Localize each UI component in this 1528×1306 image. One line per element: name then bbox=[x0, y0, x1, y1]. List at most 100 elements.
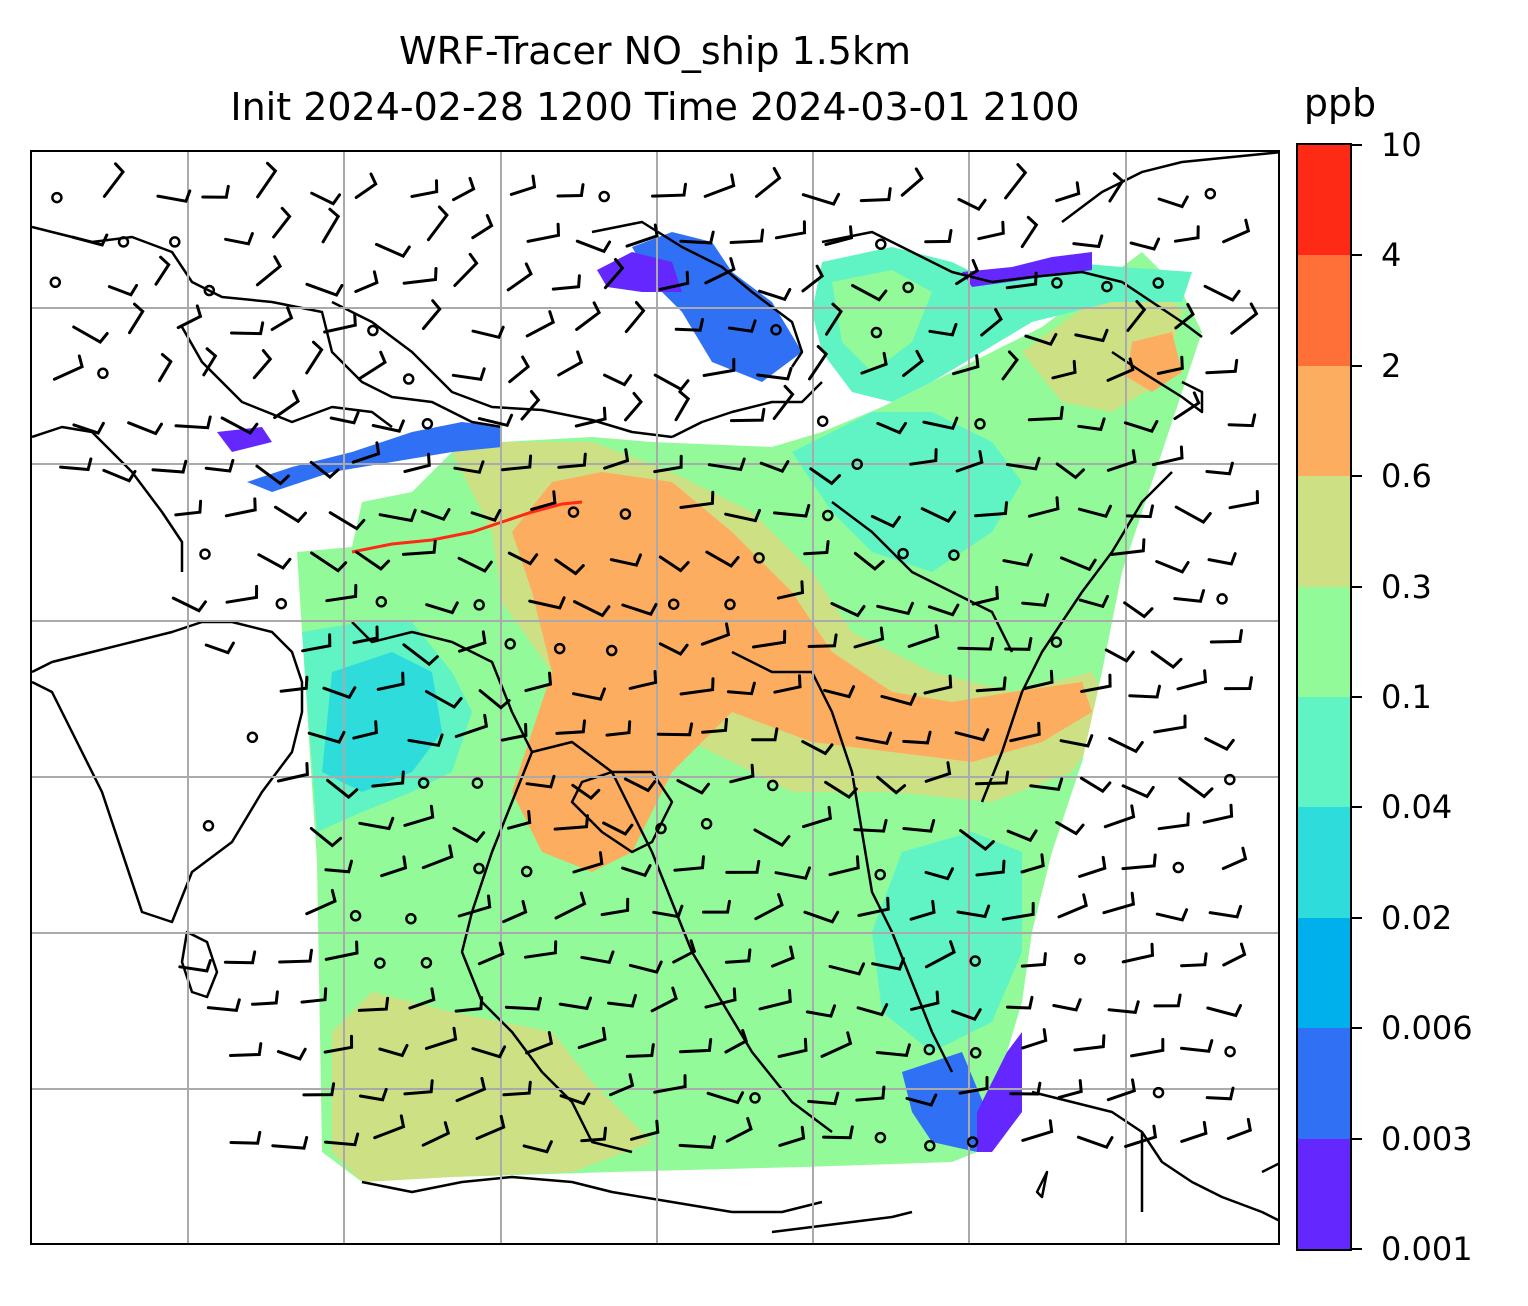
wind-barb bbox=[1059, 734, 1094, 748]
wind-barb bbox=[1157, 195, 1189, 209]
wind-barb bbox=[102, 162, 125, 198]
calm-wind-marker bbox=[504, 638, 516, 650]
wind-barb bbox=[860, 351, 888, 375]
calm-wind-marker bbox=[724, 598, 736, 611]
wind-barb bbox=[630, 1119, 660, 1141]
wind-barb bbox=[924, 867, 954, 881]
wind-barb bbox=[1005, 271, 1038, 290]
map-canvas bbox=[32, 152, 1278, 1243]
wind-barb bbox=[773, 674, 802, 694]
wind-barb bbox=[1150, 650, 1183, 669]
calm-wind-marker bbox=[97, 367, 109, 380]
wind-barb bbox=[1027, 496, 1060, 518]
wind-barb bbox=[273, 389, 300, 420]
wind-barb bbox=[1021, 1119, 1054, 1142]
wind-barb bbox=[1202, 803, 1234, 824]
wind-barb bbox=[672, 939, 697, 964]
wind-barb bbox=[352, 720, 378, 740]
wind-barb bbox=[452, 176, 476, 202]
wind-barb bbox=[658, 642, 689, 656]
wind-barb bbox=[403, 804, 435, 827]
wind-barb bbox=[603, 448, 630, 470]
wind-barb bbox=[507, 551, 539, 566]
calm-wind-marker bbox=[816, 415, 829, 427]
concentration-field-outer bbox=[217, 232, 1192, 1152]
coastline-north bbox=[331, 300, 673, 439]
wind-barb bbox=[358, 1087, 388, 1102]
wind-barb bbox=[755, 166, 782, 198]
calm-wind-marker bbox=[402, 373, 415, 385]
border-interior bbox=[351, 621, 633, 1154]
wind-barb bbox=[310, 551, 348, 573]
wind-barb bbox=[355, 550, 391, 571]
wind-barb bbox=[1121, 942, 1155, 964]
wind-barb bbox=[408, 987, 436, 1010]
calm-wind-marker bbox=[974, 418, 986, 430]
colorbar-tick-label: 0.3 bbox=[1381, 567, 1432, 606]
title-line-2: Init 2024-02-28 1200 Time 2024-03-01 210… bbox=[230, 85, 1080, 129]
coastline-bay bbox=[671, 381, 823, 439]
wind-barb bbox=[575, 239, 612, 254]
wind-barb bbox=[403, 452, 431, 473]
wind-barb bbox=[572, 851, 604, 874]
wind-barb bbox=[255, 464, 290, 486]
wind-barb bbox=[452, 826, 486, 844]
wind-barb bbox=[809, 467, 841, 486]
wind-barb bbox=[658, 270, 690, 291]
wind-barb bbox=[1205, 358, 1239, 375]
wind-barb bbox=[158, 353, 173, 383]
wind-barb bbox=[825, 302, 843, 336]
wind-barb bbox=[1021, 593, 1050, 607]
calm-wind-marker bbox=[202, 820, 215, 832]
map-panel[interactable] bbox=[30, 150, 1280, 1245]
wind-barb bbox=[704, 987, 737, 1009]
wind-barb bbox=[1174, 505, 1212, 525]
wind-barb bbox=[1106, 1078, 1136, 1102]
colorbar-tick-label: 0.04 bbox=[1381, 788, 1453, 827]
wind-barb bbox=[900, 167, 924, 197]
wind-barb bbox=[1130, 1037, 1165, 1058]
wind-barb bbox=[128, 302, 145, 335]
colorbar-tick bbox=[1352, 144, 1362, 146]
wind-barb bbox=[752, 629, 787, 649]
colorbar-tick bbox=[1352, 696, 1362, 698]
calm-wind-marker bbox=[1152, 277, 1164, 289]
wind-barb bbox=[376, 671, 405, 691]
wind-barb bbox=[922, 416, 959, 431]
wind-barb bbox=[401, 539, 437, 556]
wind-barb bbox=[504, 996, 542, 1011]
calm-wind-marker bbox=[874, 1131, 887, 1144]
wind-barb bbox=[1151, 445, 1184, 467]
wind-barb bbox=[754, 893, 784, 921]
wind-barb bbox=[272, 206, 292, 239]
wind-barb bbox=[358, 816, 395, 831]
wind-barb bbox=[71, 233, 109, 247]
wind-barb bbox=[1027, 405, 1064, 422]
wind-barb bbox=[252, 349, 273, 380]
wind-barb bbox=[801, 740, 834, 756]
wind-barb bbox=[902, 819, 936, 833]
wind-barb bbox=[727, 319, 757, 333]
wind-barb bbox=[1079, 776, 1112, 794]
wind-barb bbox=[174, 415, 212, 430]
field-level-cyan bbox=[792, 412, 1022, 572]
coastline-north bbox=[180, 326, 393, 428]
wind-barb bbox=[759, 460, 790, 473]
wind-barb bbox=[1073, 1034, 1106, 1052]
wind-barb bbox=[971, 585, 999, 606]
wind-barb bbox=[302, 1082, 336, 1097]
wind-barb bbox=[952, 354, 980, 376]
wind-barb bbox=[1204, 737, 1235, 752]
wind-barb bbox=[602, 821, 634, 836]
wind-barb bbox=[1023, 669, 1054, 690]
wind-barb bbox=[1173, 225, 1200, 243]
wind-barb bbox=[954, 728, 990, 742]
wind-barb bbox=[624, 301, 646, 334]
wind-barb bbox=[628, 960, 663, 974]
wind-barb bbox=[305, 888, 337, 916]
wind-barb bbox=[676, 779, 710, 795]
wind-barbs bbox=[49, 161, 1260, 1154]
colorbar-segment bbox=[1298, 476, 1350, 587]
calm-wind-marker bbox=[851, 458, 863, 470]
wind-barb bbox=[706, 1091, 745, 1105]
